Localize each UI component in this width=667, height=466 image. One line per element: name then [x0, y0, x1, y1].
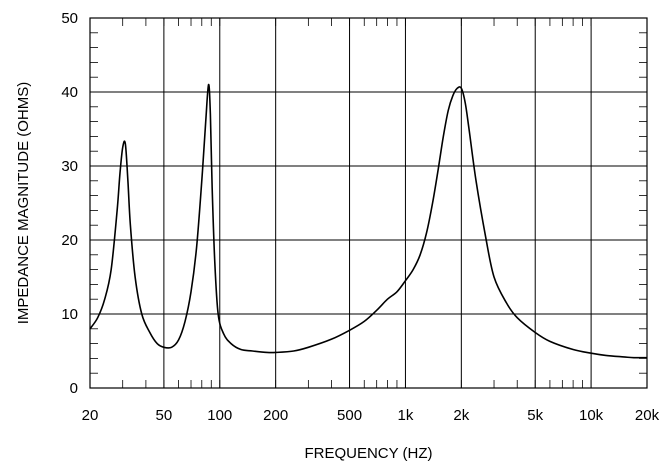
plot-frame	[89, 17, 648, 389]
x-tick-label: 50	[156, 407, 173, 424]
grid-layer	[90, 18, 647, 388]
impedance-curve	[89, 83, 648, 359]
y-tick-label: 10	[61, 306, 78, 323]
x-tick-label: 5k	[527, 407, 543, 424]
y-tick-label: 0	[70, 380, 78, 397]
x-tick-label: 1k	[398, 407, 414, 424]
x-tick-label: 2k	[453, 407, 469, 424]
x-tick-labels: 20 50 100 200 500 1k 2k 5k 10k 20k	[82, 407, 660, 424]
y-tick-label: 30	[61, 158, 78, 175]
y-tick-label: 20	[61, 232, 78, 249]
x-axis-title: FREQUENCY (HZ)	[304, 445, 432, 462]
y-tick-labels: 0 10 20 30 40 50	[61, 10, 78, 397]
y-tick-label: 50	[61, 10, 78, 27]
x-tick-label: 20	[82, 407, 99, 424]
x-tick-label: 10k	[579, 407, 604, 424]
x-tick-label: 20k	[635, 407, 660, 424]
y-axis-title: IMPEDANCE MAGNITUDE (OHMS)	[15, 82, 32, 325]
x-tick-label: 200	[263, 407, 288, 424]
y-tick-label: 40	[61, 84, 78, 101]
minor-tick-layer	[89, 17, 648, 389]
x-tick-label: 100	[207, 407, 232, 424]
x-tick-label: 500	[337, 407, 362, 424]
